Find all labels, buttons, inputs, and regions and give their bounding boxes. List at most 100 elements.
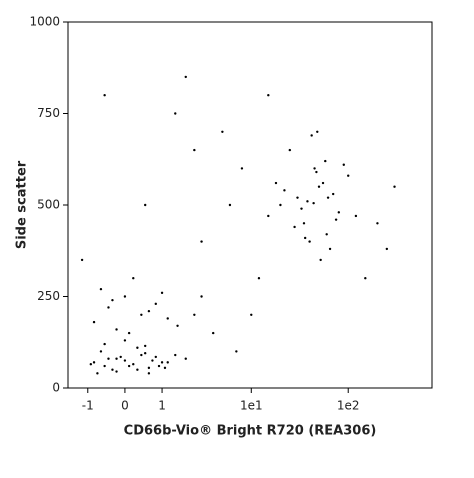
dot <box>143 203 147 207</box>
dot <box>184 357 187 360</box>
dot <box>115 328 118 331</box>
dot <box>308 240 311 243</box>
dot <box>334 218 338 221</box>
dot <box>200 295 203 298</box>
dot <box>337 211 341 214</box>
dot <box>174 112 177 115</box>
dot <box>176 324 179 327</box>
dot <box>160 361 164 364</box>
dot <box>376 222 379 225</box>
dot <box>132 277 135 280</box>
dot <box>111 298 114 302</box>
dot <box>147 309 151 313</box>
y-tick-label: 750 <box>37 106 60 120</box>
y-tick-label: 0 <box>52 381 60 395</box>
dot <box>174 353 177 357</box>
dot <box>123 359 127 362</box>
dot <box>393 185 396 188</box>
dot <box>140 353 143 357</box>
dot <box>132 363 135 366</box>
dot <box>347 174 350 177</box>
dot <box>354 214 358 218</box>
dot <box>385 247 389 251</box>
dot <box>315 170 318 174</box>
dot <box>250 313 253 316</box>
dot <box>163 366 167 370</box>
dot <box>127 364 131 368</box>
dot <box>331 192 335 196</box>
dot <box>140 313 143 316</box>
x-tick-label: 1e2 <box>337 399 360 413</box>
dot <box>99 287 103 291</box>
dot <box>319 258 322 262</box>
dot <box>143 352 147 355</box>
dot <box>111 368 114 371</box>
dot <box>342 163 345 166</box>
dot <box>147 372 151 375</box>
dot <box>103 94 106 97</box>
dot <box>326 196 330 199</box>
dot <box>313 167 316 170</box>
dot <box>136 368 139 371</box>
dot <box>257 277 261 280</box>
dot <box>316 130 319 133</box>
dot <box>143 344 147 348</box>
dot <box>160 291 164 295</box>
dot <box>235 350 238 353</box>
dot <box>184 75 187 79</box>
dot <box>80 258 84 262</box>
y-tick-label: 250 <box>37 289 60 303</box>
dot <box>119 355 122 359</box>
dot <box>328 247 332 251</box>
dot <box>193 148 196 152</box>
dot <box>107 357 110 360</box>
x-axis-title: CD66b-Vio® Bright R720 (REA306) <box>124 424 377 439</box>
dot <box>136 346 139 349</box>
dot <box>200 240 203 243</box>
dot <box>317 185 321 188</box>
dot <box>267 214 270 218</box>
y-tick-label: 500 <box>37 198 60 212</box>
dot <box>89 363 93 366</box>
dot <box>288 148 292 152</box>
dot <box>147 366 151 370</box>
dot <box>310 134 313 137</box>
x-tick-label: 1 <box>158 399 166 413</box>
dot <box>92 320 96 324</box>
x-tick-label: 0 <box>121 399 129 413</box>
dot <box>157 364 161 368</box>
plot-frame <box>67 21 433 389</box>
dot <box>302 222 306 225</box>
dot <box>283 189 286 192</box>
x-tick-label: 1e1 <box>240 399 263 413</box>
dot <box>103 342 106 346</box>
dot <box>324 159 327 163</box>
dot <box>96 372 99 375</box>
dot <box>115 370 118 373</box>
dot <box>103 364 106 368</box>
dot <box>123 339 127 342</box>
dot <box>293 225 296 229</box>
dot <box>166 361 169 364</box>
dot <box>107 306 110 309</box>
dot <box>193 313 196 316</box>
dot <box>211 331 215 335</box>
dot <box>306 200 309 203</box>
dot <box>267 94 270 97</box>
dot <box>274 181 278 185</box>
dot <box>321 181 325 185</box>
dot <box>154 355 157 359</box>
dot <box>115 357 118 360</box>
dot <box>303 236 307 240</box>
dot <box>151 359 154 362</box>
dot <box>296 196 299 199</box>
dot <box>123 295 127 298</box>
dot <box>279 203 282 207</box>
y-tick-label: 1000 <box>29 15 60 29</box>
dot <box>221 130 224 133</box>
dot <box>166 317 169 320</box>
dot <box>154 302 157 306</box>
x-tick-label: -1 <box>82 399 94 413</box>
